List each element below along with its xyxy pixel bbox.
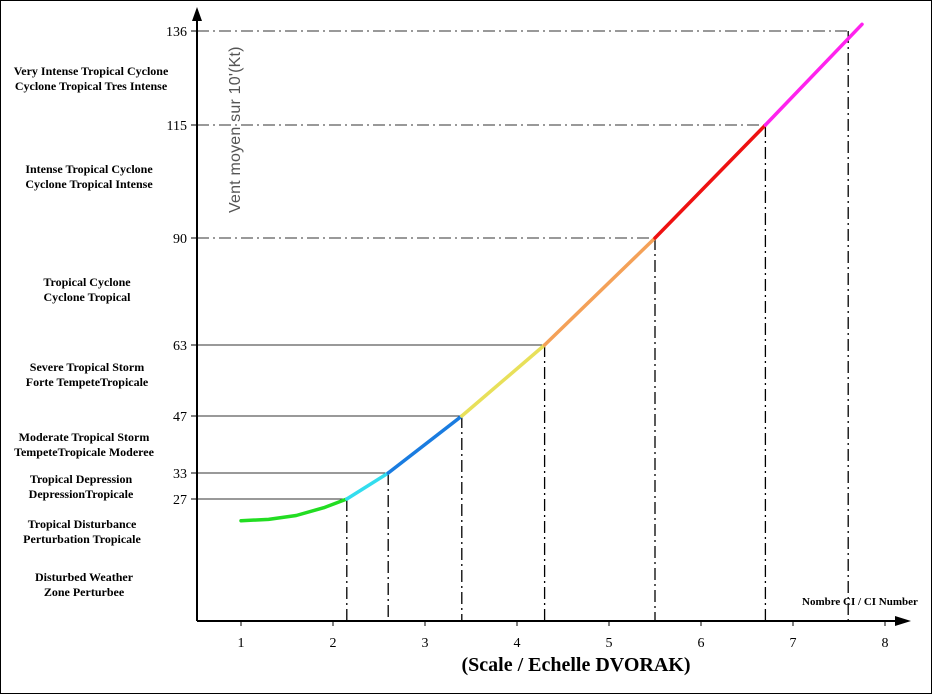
x-tick-label: 7: [790, 636, 797, 651]
category-label-fr: Forte TempeteTropicale: [25, 375, 149, 389]
y-tick-label: 136: [166, 25, 187, 40]
x-tick-label: 8: [882, 636, 889, 651]
category-label-en: Disturbed Weather: [34, 570, 134, 584]
curve-segment: [239, 497, 349, 523]
category-label-fr: DepressionTropicale: [28, 487, 134, 501]
category-label-fr: Cyclone Tropical Tres Intense: [14, 79, 168, 93]
category-label-en: Tropical Disturbance: [27, 517, 137, 531]
category-tropical-disturbance: Tropical Disturbance Perturbation Tropic…: [0, 517, 172, 547]
x-tick-label: 3: [422, 636, 429, 651]
category-tropical-depression: Tropical Depression DepressionTropicale: [0, 472, 171, 502]
y-tick-label: 33: [173, 467, 187, 482]
category-tropical-cyclone: Tropical Cyclone Cyclone Tropical: [0, 275, 177, 305]
category-label-en: Severe Tropical Storm: [29, 360, 145, 374]
curve-segment: [345, 471, 390, 501]
category-label-fr: Zone Perturbee: [43, 585, 125, 599]
category-disturbed-weather: Disturbed Weather Zone Perturbee: [0, 570, 174, 600]
x-tick-label: 1: [238, 636, 245, 651]
y-axis-arrow-icon: [192, 7, 202, 21]
category-moderate-tropical-storm: Moderate Tropical Storm TempeteTropicale…: [0, 430, 174, 460]
category-label-en: Tropical Cyclone: [43, 275, 131, 289]
y-tick-label: 63: [173, 339, 187, 354]
x-axis-arrow-icon: [895, 616, 911, 626]
category-label-fr: Perturbation Tropicale: [23, 532, 141, 546]
category-label-en: Tropical Depression: [29, 472, 133, 486]
x-tick-label: 4: [514, 636, 521, 651]
category-label-fr: TempeteTropicale Moderee: [14, 445, 154, 459]
y-tick-label: 47: [173, 410, 187, 425]
y-tick-label: 27: [173, 493, 187, 508]
category-label-fr: Cyclone Tropical: [43, 290, 131, 304]
x-axis-note: Nombre CI / CI Number: [802, 596, 918, 608]
category-very-intense-tropical-cyclone: Very Intense Tropical Cyclone Cyclone Tr…: [1, 64, 181, 94]
category-intense-tropical-cyclone: Intense Tropical Cyclone Cyclone Tropica…: [0, 162, 179, 192]
category-label-en: Intense Tropical Cyclone: [25, 162, 153, 176]
category-label-fr: Cyclone Tropical Intense: [25, 177, 153, 191]
curve-segment: [460, 343, 547, 418]
y-tick-label: 115: [167, 119, 187, 134]
curve-segment: [763, 22, 864, 127]
curve-segment: [386, 414, 464, 475]
category-label-en: Moderate Tropical Storm: [18, 430, 150, 444]
category-label-en: Very Intense Tropical Cyclone: [13, 64, 169, 78]
x-tick-label: 6: [698, 636, 705, 651]
curve-segment: [542, 236, 657, 347]
x-tick-label: 5: [606, 636, 613, 651]
x-tick-label: 2: [330, 636, 337, 651]
x-axis-label: (Scale / Echelle DVORAK): [461, 654, 691, 676]
curve-segment: [653, 123, 768, 240]
y-axis-label-text: Vent moyen sur 10'(Kt): [227, 46, 244, 213]
y-tick-label: 90: [173, 232, 187, 247]
category-severe-tropical-storm: Severe Tropical Storm Forte TempeteTropi…: [0, 360, 177, 390]
